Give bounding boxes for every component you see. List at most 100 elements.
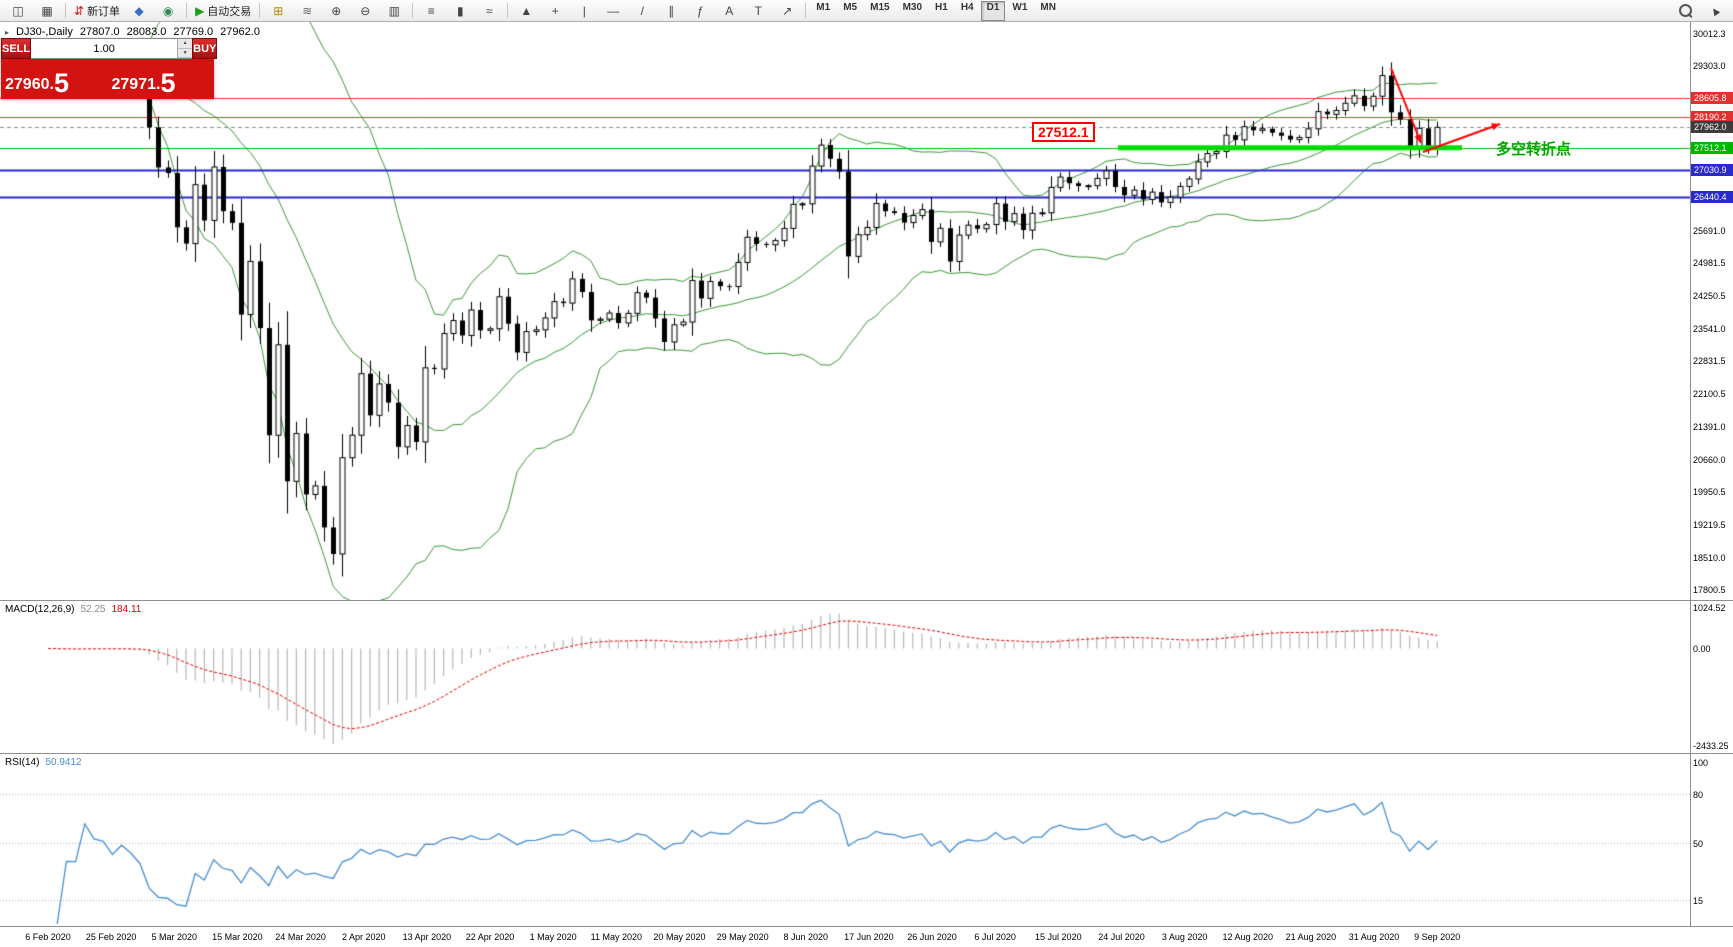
new-order-button[interactable]: ⇵ 新订单 (70, 1, 124, 21)
new-chart-icon: ◫ (12, 3, 24, 18)
price-axis-label: 23541.0 (1693, 323, 1726, 334)
price-axis-label: 24981.5 (1693, 258, 1726, 269)
zoom-out-icon[interactable]: ⊖ (351, 1, 379, 21)
zoom-in-icon[interactable]: ⊕ (322, 1, 350, 21)
macd-canvas[interactable] (0, 601, 1690, 753)
text-label-icon[interactable]: T (744, 1, 772, 21)
text-icon: A (725, 3, 734, 18)
sell-price[interactable]: 27960. 5 (5, 68, 69, 98)
pointer-icon[interactable]: ▲ (1701, 1, 1729, 21)
volume-down-button[interactable]: ▼ (178, 48, 193, 58)
text-icon[interactable]: A (715, 1, 743, 21)
price-axis-label: 22831.5 (1693, 355, 1726, 366)
price-axis-label: 17800.5 (1693, 585, 1726, 595)
rsi-axis-label: 15 (1693, 895, 1704, 906)
indicator-windows-icon[interactable]: ≋ (293, 1, 321, 21)
zoom-out-icon: ⊖ (360, 3, 371, 18)
equidistant-channel-icon[interactable]: ∥ (657, 1, 685, 21)
autotrading-button: ▶ (195, 3, 205, 18)
search-icon (1678, 4, 1692, 17)
timeframe-m30[interactable]: M30 (902, 1, 923, 13)
arrows-tool-icon[interactable]: ↗ (773, 1, 801, 21)
vertical-line-icon: | (582, 3, 586, 18)
date-axis-label: 15 Mar 2020 (212, 932, 263, 942)
timeframe-m15[interactable]: M15 (870, 1, 890, 13)
toolbar-separator (805, 3, 807, 18)
trendline-icon: / (640, 3, 644, 18)
toolbar-separator (259, 3, 261, 18)
chart-ohlc-header: ▸ DJ30-,Daily 27807.0 28083.0 27769.0 27… (5, 26, 260, 38)
pointer-icon: ▲ (1706, 1, 1724, 20)
date-axis-label: 17 Jun 2020 (844, 932, 894, 942)
indicators-icon[interactable]: ⊞ (264, 1, 292, 21)
rsi-axis[interactable]: 100 80 50 15 (1690, 754, 1733, 926)
horizontal-line-icon: — (607, 3, 620, 18)
market-watch-icon[interactable]: ◉ (154, 1, 182, 21)
crosshair-icon[interactable]: + (541, 1, 569, 21)
market-watch-icon: ◉ (162, 3, 174, 18)
autotrading-button[interactable]: ▶ 自动交易 (191, 1, 255, 21)
buy-price[interactable]: 27971. 5 (111, 68, 176, 98)
vertical-line-icon[interactable]: | (570, 1, 598, 21)
new-chart-icon[interactable]: ◫ (4, 1, 32, 21)
line-chart-type-icon[interactable]: ≈ (475, 1, 503, 21)
candlestick-chart-type-icon: ▮ (456, 3, 464, 18)
price-tag-blue: 26440.4 (1691, 190, 1733, 203)
timeframe-m5[interactable]: M5 (843, 1, 858, 13)
price-tag-green: 27512.1 (1691, 141, 1733, 154)
metaeditor-icon[interactable]: ◆ (125, 1, 153, 21)
macd-axis-label: -2433.25 (1693, 741, 1729, 751)
chart-close-value: 27962.0 (220, 26, 260, 38)
price-axis-label: 30012.3 (1693, 29, 1726, 39)
toolbar-separator (507, 3, 509, 18)
bars-chart-type-icon[interactable]: ≡ (417, 1, 445, 21)
search-icon[interactable] (1671, 1, 1699, 21)
horizontal-line-icon[interactable]: — (599, 1, 627, 21)
chart-marker-icon: ▸ (5, 27, 10, 37)
buy-button[interactable]: BUY (192, 38, 218, 59)
price-axis-label: 19950.5 (1693, 487, 1726, 498)
chart-profiles-icon[interactable]: ▦ (33, 1, 61, 21)
toolbar-right-group: ▲ (1671, 1, 1729, 21)
new-order-button-label: 新订单 (87, 5, 121, 18)
date-axis-label: 5 Mar 2020 (151, 932, 198, 942)
bars-chart-type-icon: ≡ (427, 3, 435, 18)
date-axis-label: 6 Feb 2020 (25, 932, 71, 942)
price-tag-red: 28190.2 (1691, 110, 1733, 123)
timeframe-m1[interactable]: M1 (816, 1, 831, 13)
rsi-canvas[interactable] (0, 754, 1690, 926)
date-axis-label: 6 Jul 2020 (974, 932, 1016, 942)
volume-input[interactable] (31, 39, 178, 58)
sell-button[interactable]: SELL (1, 38, 32, 59)
fibonacci-icon[interactable]: ƒ (686, 1, 714, 21)
date-axis-label: 15 Jul 2020 (1035, 932, 1082, 942)
zoom-in-icon: ⊕ (331, 3, 342, 18)
cursor-icon[interactable]: ▲ (512, 1, 540, 21)
chart-symbol-period: DJ30-,Daily (16, 26, 73, 38)
date-axis-label: 31 Aug 2020 (1348, 932, 1400, 942)
turning-point-annotation[interactable]: 多空转折点 (1496, 140, 1572, 158)
timeframe-h1[interactable]: H1 (935, 1, 948, 13)
toolbar-separator (186, 3, 188, 18)
timeframe-mn[interactable]: MN (1040, 1, 1056, 13)
cursor-icon: ▲ (520, 3, 533, 18)
price-axis[interactable]: 30012.3 29303.0 28605.8 28190.2 27962.0 27512… (1690, 22, 1733, 600)
candlestick-chart-type-icon[interactable]: ▮ (446, 1, 474, 21)
date-axis-label: 20 May 2020 (653, 932, 706, 942)
rsi-label: RSI(14) 50.9412 (5, 757, 82, 768)
date-axis-label: 1 May 2020 (529, 932, 577, 942)
macd-label: MACD(12,26,9) 52.25 184.11 (5, 604, 142, 615)
date-axis[interactable]: 6 Feb 2020 25 Feb 2020 5 Mar 2020 15 Mar 20… (0, 926, 1733, 947)
macd-axis[interactable]: 1024.52 0.00 -2433.25 (1690, 601, 1733, 753)
trendline-icon[interactable]: / (628, 1, 656, 21)
toolbar-separator (65, 3, 66, 18)
rsi-axis-label: 50 (1693, 839, 1704, 849)
volume-up-button[interactable]: ▲ (178, 39, 193, 49)
timeframe-d1[interactable]: D1 (980, 0, 1006, 21)
support-level-callout[interactable]: 27512.1 (1032, 121, 1095, 142)
tile-windows-icon[interactable]: ▥ (380, 1, 408, 21)
main-chart-canvas[interactable] (0, 22, 1690, 600)
timeframe-h4[interactable]: H4 (960, 1, 974, 13)
main-toolbar: ◫ ▦ ⇵ 新订单 ◆ ◉ ▶ 自动交易 ⊞ ≋ ⊕ ⊖ ▥ ≡ ▮ ≈ ▲ + | — / ∥ ƒ A T ↗ M1 M5 M15 M3… (0, 0, 1733, 22)
timeframe-w1[interactable]: W1 (1012, 1, 1028, 13)
